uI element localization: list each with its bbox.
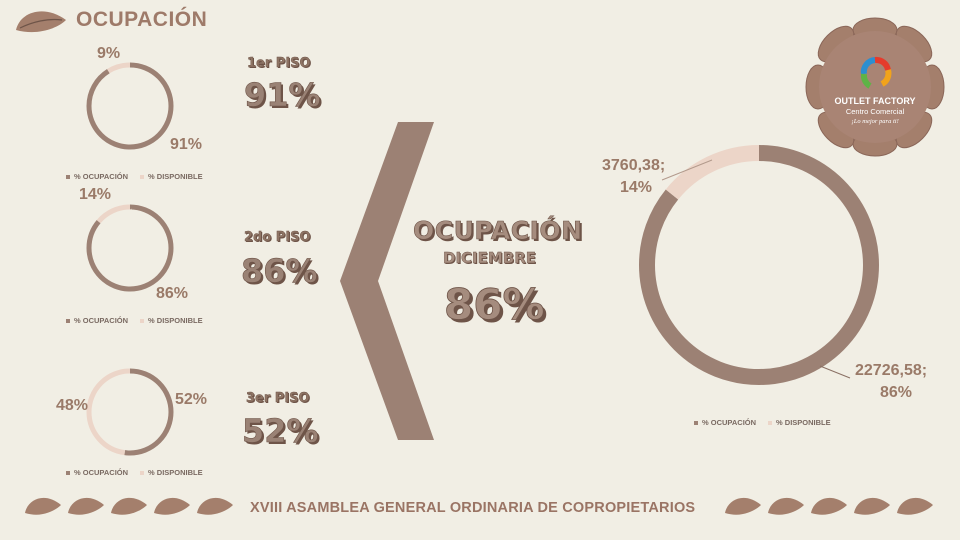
donut-available-arc [86, 204, 174, 292]
logo-line-1: OUTLET FACTORY [834, 96, 916, 106]
occupied-percent: 86% [880, 384, 913, 401]
leaf-icon [25, 497, 61, 515]
legend-swatch-available [140, 470, 145, 475]
occupied-value: 22726,58; [855, 362, 928, 379]
december-donut [636, 142, 882, 388]
leaf-icon [68, 497, 104, 515]
logo-line-2: Centro Comercial [845, 107, 905, 116]
footer-leaves-left [24, 494, 234, 518]
legend-label-occupied: % OCUPACIÓN [74, 316, 129, 325]
leaf-icon [111, 497, 147, 515]
leaf-icon [811, 497, 847, 515]
legend-label-occupied: % OCUPACIÓN [702, 418, 757, 427]
legend-swatch-available [140, 318, 145, 323]
legend-swatch-available [768, 420, 773, 425]
footer-leaves-right [724, 494, 934, 518]
donut-svg [86, 368, 174, 456]
floor-3-legend: % OCUPACIÓN % DISPONIBLE [66, 468, 203, 477]
donut-available-arc [86, 368, 174, 456]
floor-1-occupied-label: 91% [170, 136, 203, 153]
logo-badge-shape [805, 17, 945, 157]
outlet-factory-logo: OUTLET FACTORY Centro Comercial ¡Lo mejo… [802, 14, 948, 160]
legend-label-available: % DISPONIBLE [148, 316, 203, 325]
center-value: 86% [444, 280, 545, 330]
legend-label-occupied: % OCUPACIÓN [74, 172, 129, 181]
floor-2-label: 2do PISO [244, 230, 311, 245]
leader-line-available [661, 159, 713, 181]
floor-1-donut [80, 56, 180, 156]
floor-2-value: 86% [241, 252, 318, 291]
legend-swatch-occupied [694, 420, 698, 425]
center-title: OCUPACIÓN [413, 216, 583, 246]
leader-line-occupied [819, 365, 851, 379]
donut-svg [639, 145, 879, 385]
logo-line-3: ¡Lo mejor para ti! [851, 118, 899, 125]
floor-3-occupied-label: 52% [175, 391, 208, 408]
leaf-icon [768, 497, 804, 515]
donut-available-arc [86, 62, 174, 150]
legend-swatch-available [140, 174, 145, 179]
legend-swatch-occupied [66, 318, 70, 323]
floor-2-available-label: 14% [79, 186, 112, 203]
floor-1-label: 1er PISO [247, 56, 311, 71]
donut-available-arc [639, 145, 879, 385]
chevron-left-shape [340, 122, 434, 440]
occupied-data-label: 22726,58; 86% [855, 360, 927, 404]
legend-swatch-occupied [66, 470, 70, 475]
page-title: OCUPACIÓN [76, 8, 208, 31]
leaf-icon [897, 497, 933, 515]
footer-text: XVIII ASAMBLEA GENERAL ORDINARIA DE COPR… [250, 500, 696, 516]
floor-1-value: 91% [244, 76, 321, 115]
floor-1-legend: % OCUPACIÓN % DISPONIBLE [66, 172, 203, 181]
legend-label-available: % DISPONIBLE [148, 468, 203, 477]
floor-3-available-label: 48% [56, 397, 89, 414]
floor-2-legend: % OCUPACIÓN % DISPONIBLE [66, 316, 203, 325]
december-legend: % OCUPACIÓN % DISPONIBLE [694, 418, 831, 427]
donut-svg [86, 204, 174, 292]
leaf-icon [154, 497, 190, 515]
available-data-label: 3760,38; 14% [602, 155, 665, 199]
leaf-icon [197, 497, 233, 515]
leaf-icon [725, 497, 761, 515]
floor-2-occupied-label: 86% [156, 285, 189, 302]
leaf-icon [854, 497, 890, 515]
center-subtitle: DICIEMBRE [443, 249, 537, 267]
legend-label-available: % DISPONIBLE [776, 418, 831, 427]
available-percent: 14% [620, 179, 653, 196]
legend-label-available: % DISPONIBLE [148, 172, 203, 181]
leaf-icon [16, 11, 66, 33]
floor-3-value: 52% [242, 412, 319, 451]
available-value: 3760,38; [602, 157, 666, 174]
floor-2-donut [80, 198, 180, 298]
floor-3-label: 3er PISO [246, 391, 310, 406]
floor-3-donut [80, 362, 180, 462]
floor-1-available-label: 9% [97, 45, 121, 62]
donut-svg [86, 62, 174, 150]
legend-label-occupied: % OCUPACIÓN [74, 468, 129, 477]
legend-swatch-occupied [66, 174, 70, 179]
